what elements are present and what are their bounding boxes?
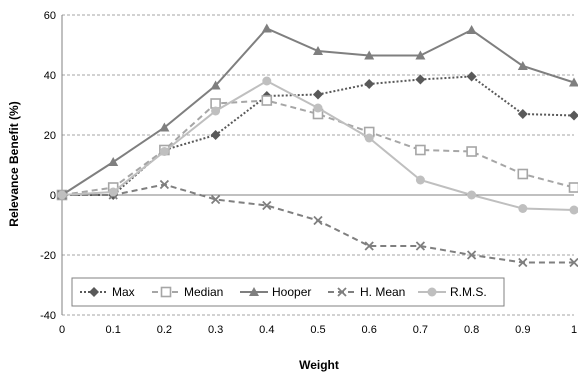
x-tick-label: 0.6 [362,324,377,336]
x-axis-title: Weight [299,358,339,372]
series-line [61,99,575,196]
y-axis-title: Relevance Benefit (%) [7,101,21,226]
legend-swatch-marker [160,286,172,298]
x-tick-label: 0.3 [208,324,223,336]
x-tick-label: 0.9 [515,324,530,336]
series-r-m-s [57,76,578,215]
series-group [56,23,578,268]
data-point [518,204,528,213]
x-tick-label: 0.2 [157,324,172,336]
data-point [569,205,578,215]
legend-swatch-marker [427,287,437,297]
data-point [415,50,426,60]
data-point [364,241,374,251]
data-point [466,71,477,82]
data-point [108,157,119,166]
legend: Max Median Hooper H. Mean R.M.S. [71,277,505,307]
axes [61,15,574,315]
legend-label: Median [184,285,223,299]
data-point [313,215,323,226]
y-tick-label: 0 [50,190,56,202]
data-point [261,95,273,106]
data-point [364,133,374,143]
y-tick-label: -20 [40,250,56,262]
data-point [415,144,426,156]
x-tick-label: 0.8 [464,324,479,336]
data-point [467,190,477,200]
data-point [568,182,578,193]
y-tick-label: 20 [44,130,56,142]
legend-label: Max [112,285,135,299]
legend-swatch-marker [249,287,259,296]
data-point [569,110,578,121]
data-point [159,147,169,156]
x-tick-label: 1 [571,324,577,336]
x-tick-label: 0.1 [106,324,121,336]
data-point [262,200,272,211]
legend-item: H. Mean [328,285,405,299]
data-point [466,146,477,157]
data-point [211,106,221,116]
y-tick-label: 60 [44,10,56,22]
data-point [415,241,426,251]
legend-swatch-marker [337,287,347,297]
x-tick-label: 0.4 [259,324,274,336]
legend-swatch-marker [89,287,99,297]
y-tick-labels: -40 -20 0 20 40 60 [40,10,56,322]
data-point [364,50,375,60]
data-point [569,257,578,268]
x-tick-label: 0 [59,324,65,336]
data-point [159,122,170,132]
data-point [210,130,221,140]
series-hooper [57,23,578,199]
data-point [313,89,323,100]
y-tick-label: 40 [44,70,56,82]
data-point [210,80,221,90]
data-point [415,175,425,185]
legend-item: Hooper [240,285,311,299]
y-tick-label: -40 [40,310,56,322]
data-point [261,23,272,33]
x-tick-label: 0.7 [413,324,428,336]
legend-item: Median [152,285,223,299]
data-point [313,103,323,113]
data-point [108,187,118,197]
data-point [364,79,375,89]
series-h-mean [57,179,578,268]
data-point [569,77,578,87]
x-tick-labels: 0 0.1 0.2 0.3 0.4 0.5 0.6 0.7 0.8 0.9 1 [59,324,577,336]
data-point [262,76,272,86]
gridlines [62,14,574,316]
data-point [159,179,170,190]
data-point [518,257,528,268]
data-point [517,168,529,180]
legend-label: Hooper [272,285,311,299]
legend-label: H. Mean [360,285,405,299]
legend-item: Max [80,285,135,299]
data-point [517,109,528,119]
series-line [62,183,574,264]
data-point [210,194,221,205]
legend-label: R.M.S. [450,285,487,299]
data-point [57,190,67,200]
data-point [415,74,426,85]
data-point [517,61,528,70]
legend-item: R.M.S. [418,285,487,299]
data-point [466,25,477,34]
x-tick-label: 0.5 [310,324,325,336]
series-max [57,71,578,200]
data-point [313,46,323,55]
data-point [466,250,477,260]
